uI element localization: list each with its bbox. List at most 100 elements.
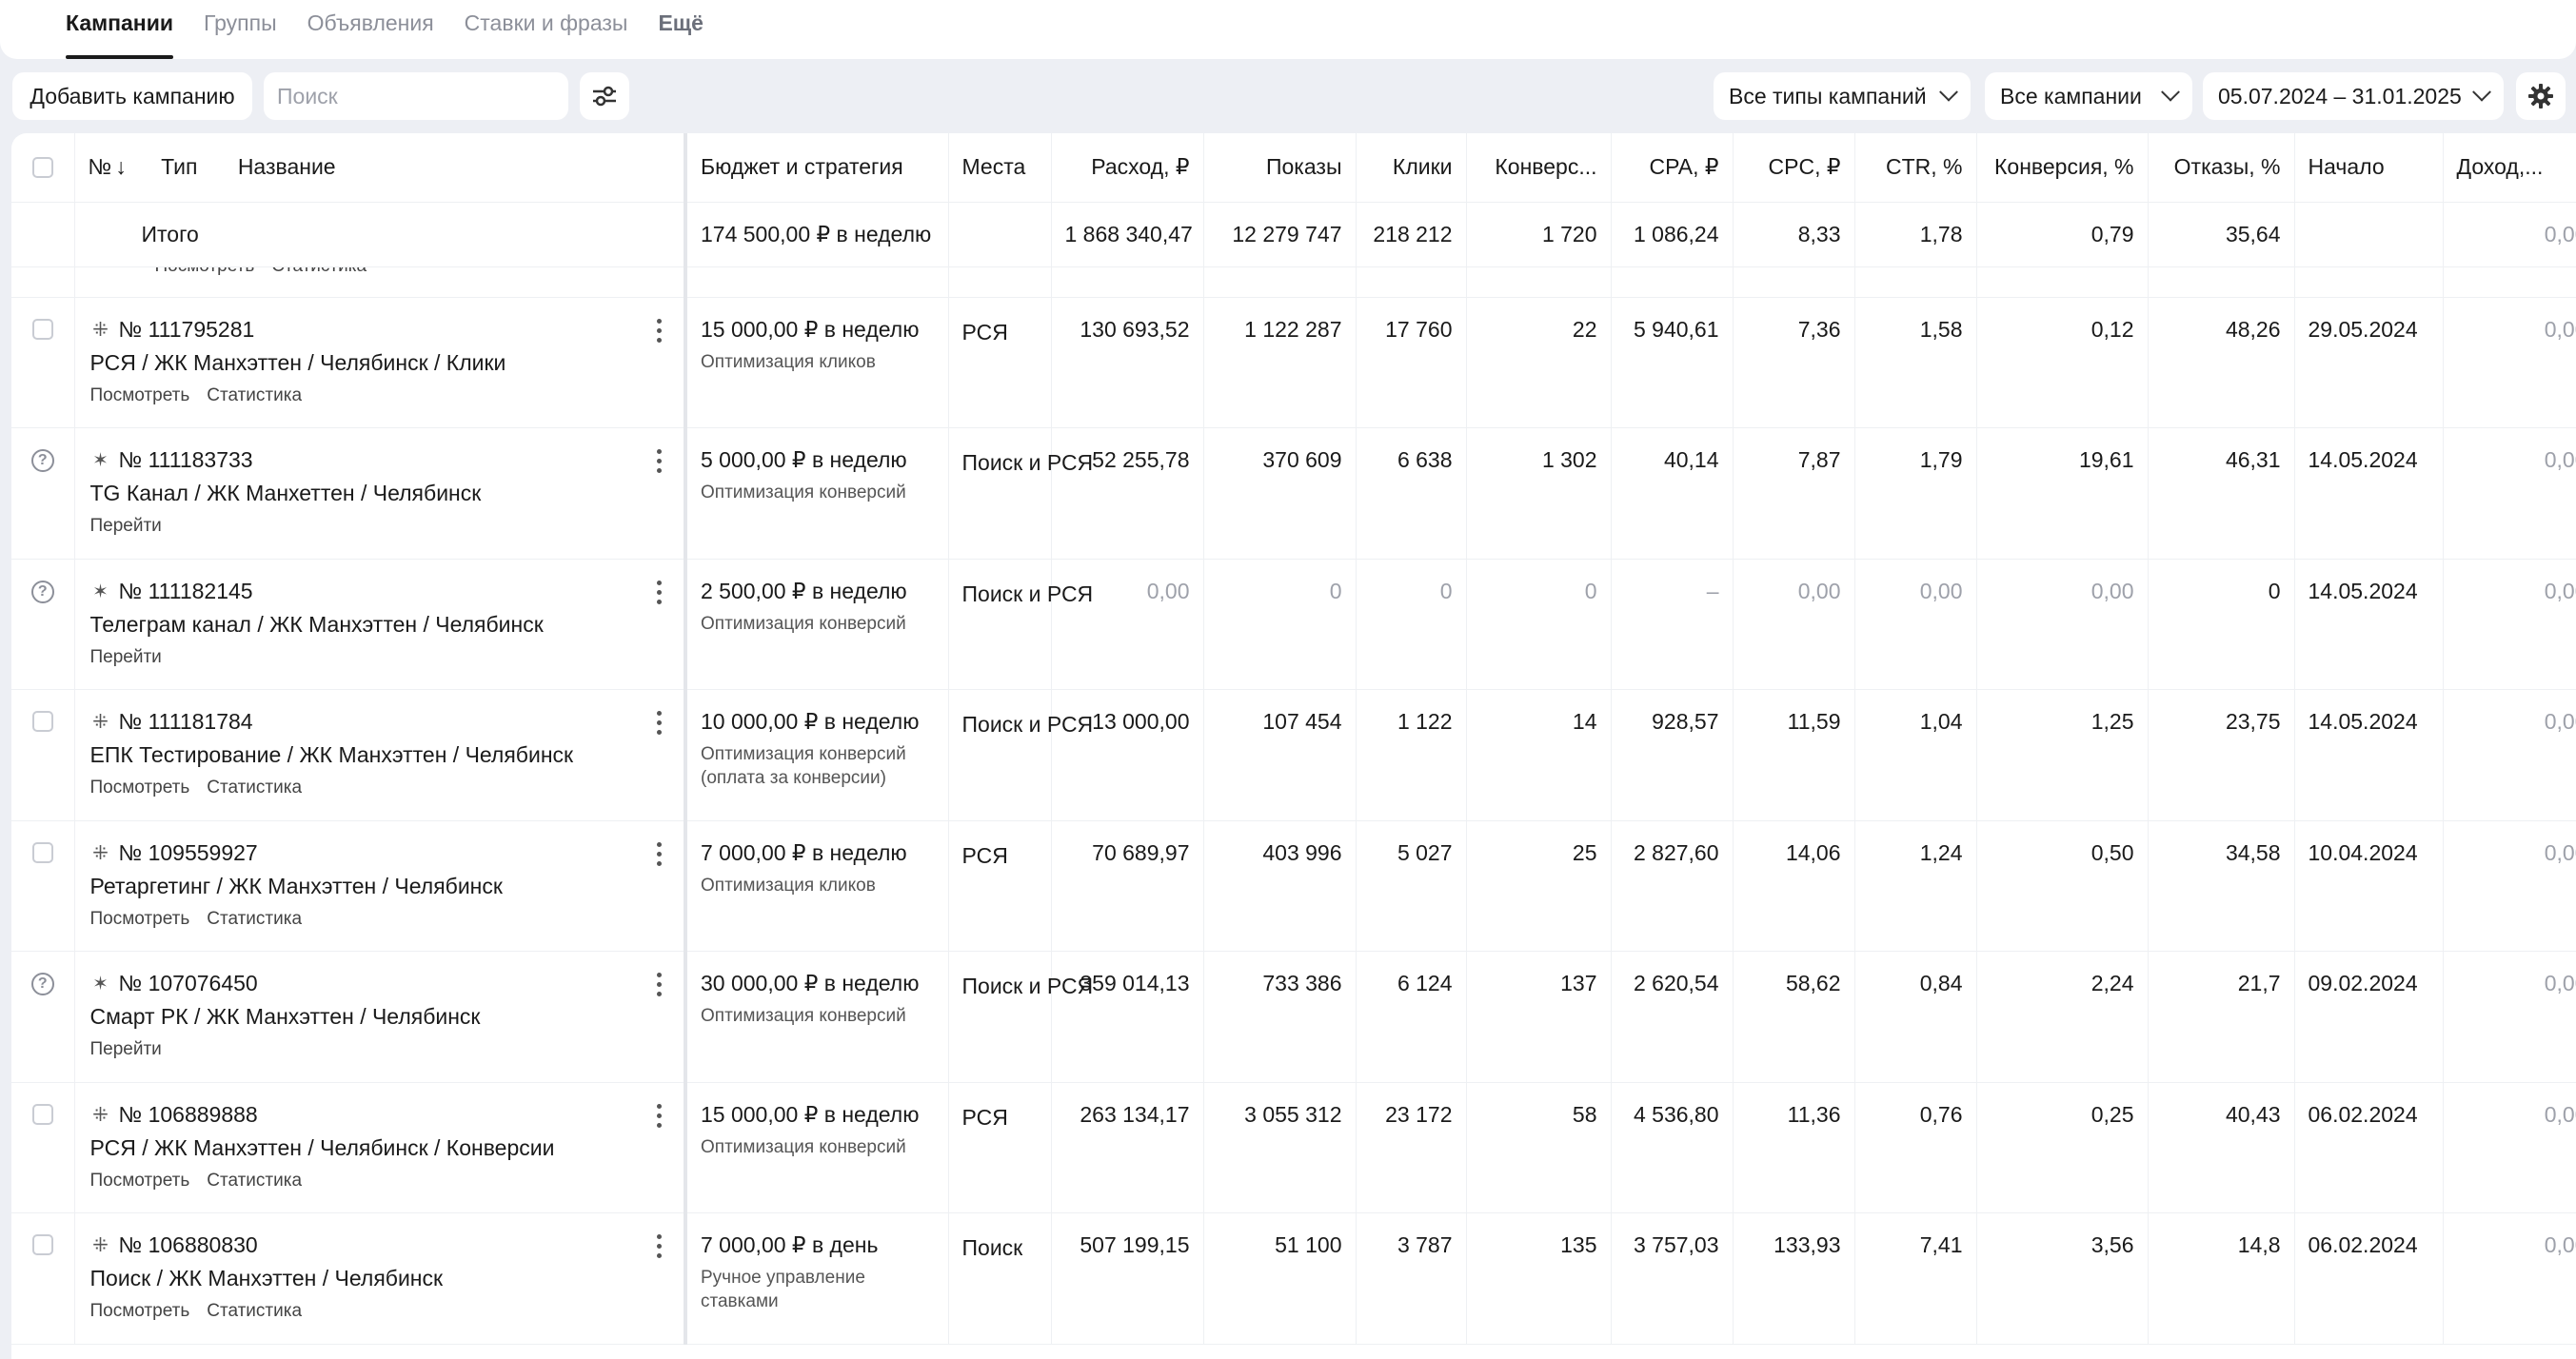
row-link[interactable]: Посмотреть <box>89 908 190 929</box>
row-checkbox[interactable] <box>31 841 53 863</box>
budget-value: 30 000,00 ₽ в неделю <box>701 971 920 995</box>
row-status-cell <box>11 820 75 952</box>
row-link[interactable]: Перейти <box>89 516 162 536</box>
stats-link[interactable]: Статистика <box>271 266 367 277</box>
campaign-id: № 109559927 <box>118 839 258 865</box>
table-row[interactable]: ? ✶ № 107076450 Смарт РК / ЖК Манхэттен … <box>11 951 2576 1083</box>
row-checkbox[interactable] <box>31 318 53 340</box>
more-vertical-icon[interactable] <box>655 449 663 473</box>
bounce-header[interactable]: Отказы, % <box>2148 133 2295 203</box>
type-header[interactable]: Тип <box>161 154 198 180</box>
more-vertical-icon[interactable] <box>655 1103 663 1128</box>
tab-campaigns[interactable]: Кампании <box>66 0 173 59</box>
tab-groups[interactable]: Группы <box>203 10 277 35</box>
more-vertical-icon[interactable] <box>655 1234 663 1258</box>
spend-header[interactable]: Расход, ₽ <box>1051 133 1204 203</box>
start-header[interactable]: Начало <box>2294 133 2444 203</box>
total-ctr: 1,78 <box>1854 202 1977 267</box>
title-header[interactable]: Название <box>237 154 336 180</box>
impressions-cell: 51 100 <box>1203 1212 1357 1345</box>
row-link[interactable]: Статистика <box>207 908 303 929</box>
row-link[interactable]: Статистика <box>207 1170 303 1191</box>
conversions-cell: 1 302 <box>1466 427 1612 560</box>
table-row[interactable]: ⁜ № 106889888 РСЯ / ЖК Манхэттен / Челяб… <box>11 1082 2576 1213</box>
more-vertical-icon[interactable] <box>655 580 663 604</box>
table-row[interactable]: ⁜ № 111795281 РСЯ / ЖК Манхэттен / Челяб… <box>11 297 2576 428</box>
campaign-name[interactable]: Смарт РК / ЖК Манхэттен / Челябинск <box>89 1004 481 1029</box>
table-row[interactable]: ⁜ № 111181784 ЕПК Тестирование / ЖК Манх… <box>11 689 2576 821</box>
table-row[interactable]: ? ✶ № 111183733 TG Канал / ЖК Манхеттен … <box>11 427 2576 560</box>
help-icon[interactable]: ? <box>30 580 54 603</box>
income-cell: 0,00 <box>2443 559 2576 690</box>
cpc-cell: 7,87 <box>1733 427 1855 560</box>
network-off-icon: ✶ <box>92 450 109 471</box>
campaign-name[interactable]: ЕПК Тестирование / ЖК Манхэттен / Челяби… <box>89 742 574 767</box>
tab-bids[interactable]: Ставки и фразы <box>464 10 628 35</box>
table-row[interactable]: ⁜ № 106880830 Поиск / ЖК Манхэттен / Чел… <box>11 1212 2576 1345</box>
cpc-header[interactable]: CPC, ₽ <box>1733 133 1855 203</box>
campaigns-table: № ↓ Тип Название Бюджет и стратегия Места… <box>11 133 2576 1359</box>
conversions-header[interactable]: Конверс... <box>1466 133 1612 203</box>
filter-button[interactable] <box>580 72 629 120</box>
row-link[interactable]: Посмотреть <box>89 1170 190 1191</box>
campaigns-select[interactable]: Все кампании <box>1985 72 2192 120</box>
table-header: № ↓ Тип Название Бюджет и стратегия Места… <box>11 133 2576 203</box>
add-campaign-button[interactable]: Добавить кампанию <box>12 72 252 120</box>
places-cell: Поиск и РСЯ <box>948 427 1093 560</box>
more-vertical-icon[interactable] <box>655 973 663 996</box>
row-link[interactable]: Перейти <box>89 646 162 667</box>
row-link[interactable]: Посмотреть <box>89 778 190 798</box>
conversions-cell: 135 <box>1466 1212 1612 1345</box>
cpa-header[interactable]: CPA, ₽ <box>1611 133 1734 203</box>
impressions-header[interactable]: Показы <box>1203 133 1357 203</box>
campaign-name[interactable]: РСЯ / ЖК Манхэттен / Челябинск / Клики <box>89 349 506 375</box>
date-range-select[interactable]: 05.07.2024 – 31.01.2025 <box>2203 72 2504 120</box>
total-spend: 1 868 340,47 <box>1051 202 1204 267</box>
conv-rate-header[interactable]: Конверсия, % <box>1976 133 2149 203</box>
table-row[interactable]: ? ✶ № 111182145 Телеграм канал / ЖК Манх… <box>11 559 2576 690</box>
places-header[interactable]: Места <box>948 133 1052 203</box>
income-header[interactable]: Доход,... <box>2443 133 2576 203</box>
ctr-cell: 0,84 <box>1854 951 1977 1083</box>
row-link[interactable]: Посмотреть <box>89 1301 190 1321</box>
table-row[interactable]: ⁜ № 109559927 Ретаргетинг / ЖК Манхэттен… <box>11 820 2576 952</box>
campaign-name[interactable]: РСЯ / ЖК Манхэттен / Челябинск / Конверс… <box>89 1134 555 1160</box>
campaign-name-cell: ⁜ № 111795281 РСЯ / ЖК Манхэттен / Челяб… <box>74 297 687 428</box>
budget-header[interactable]: Бюджет и стратегия <box>685 133 949 203</box>
conversions-cell: 14 <box>1466 689 1612 821</box>
campaign-name-cell: ✶ № 111183733 TG Канал / ЖК Манхеттен / … <box>74 427 687 560</box>
campaign-name[interactable]: Ретаргетинг / ЖК Манхэттен / Челябинск <box>89 873 503 898</box>
conversions-cell: 137 <box>1466 951 1612 1083</box>
campaign-id: № 106889888 <box>118 1101 258 1127</box>
row-link[interactable]: Статистика <box>207 1301 303 1321</box>
more-vertical-icon[interactable] <box>655 711 663 735</box>
search-input[interactable] <box>264 72 568 120</box>
campaign-types-select[interactable]: Все типы кампаний <box>1714 72 1971 120</box>
row-checkbox[interactable] <box>31 1103 53 1125</box>
row-link[interactable]: Перейти <box>89 1039 162 1059</box>
view-link[interactable]: Посмотреть <box>155 266 255 277</box>
campaign-name-cell: ⁜ № 106880830 Поиск / ЖК Манхэттен / Чел… <box>74 1212 687 1345</box>
row-link[interactable]: Статистика <box>207 384 303 405</box>
tab-ads[interactable]: Объявления <box>307 10 434 35</box>
more-vertical-icon[interactable] <box>655 841 663 866</box>
row-checkbox[interactable] <box>31 711 53 732</box>
select-all-checkbox[interactable] <box>31 156 53 178</box>
help-icon[interactable]: ? <box>30 449 54 472</box>
row-link[interactable]: Статистика <box>207 778 303 798</box>
campaign-name[interactable]: TG Канал / ЖК Манхеттен / Челябинск <box>89 481 482 505</box>
help-icon[interactable]: ? <box>30 973 54 995</box>
campaign-name[interactable]: Поиск / ЖК Манхэттен / Челябинск <box>89 1266 444 1290</box>
strategy-text: Оптимизация конверсий (оплата за конверс… <box>701 744 906 788</box>
tab-more[interactable]: Ещё <box>658 10 703 35</box>
sort-by-number[interactable]: № ↓ <box>89 154 127 180</box>
partial-links: Посмотреть Статистика <box>155 266 367 277</box>
more-vertical-icon[interactable] <box>655 318 663 343</box>
clicks-header[interactable]: Клики <box>1356 133 1467 203</box>
row-checkbox[interactable] <box>31 1234 53 1255</box>
row-link[interactable]: Посмотреть <box>89 384 190 405</box>
campaign-name[interactable]: Телеграм канал / ЖК Манхэттен / Челябинс… <box>89 611 544 637</box>
ctr-header[interactable]: CTR, % <box>1854 133 1977 203</box>
cpa-cell: 2 620,54 <box>1611 951 1734 1083</box>
settings-button[interactable] <box>2516 72 2566 120</box>
